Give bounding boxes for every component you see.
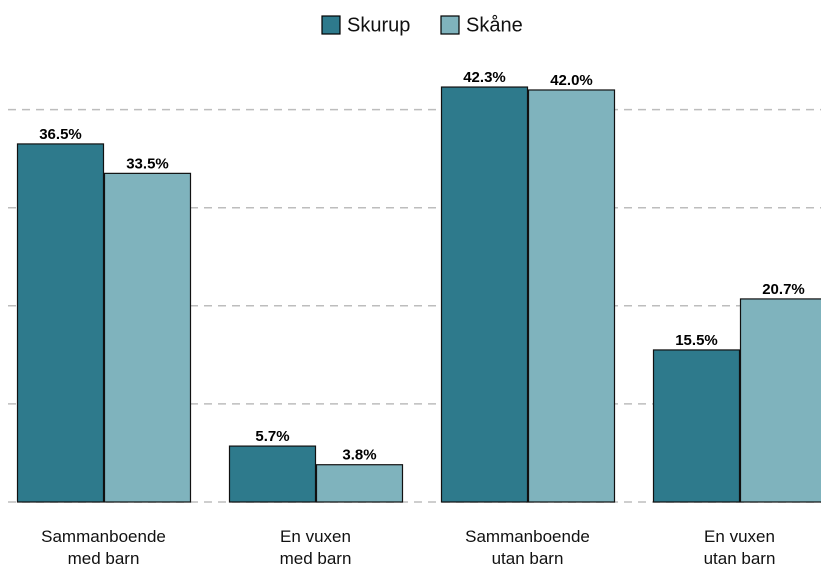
value-label: 42.3% — [463, 69, 506, 86]
legend-swatch — [321, 15, 341, 35]
bar — [228, 445, 317, 503]
value-label: 3.8% — [342, 447, 376, 464]
bar — [16, 143, 105, 503]
value-label: 5.7% — [255, 428, 289, 445]
bar — [440, 86, 529, 503]
legend-label: Skurup — [347, 14, 410, 36]
bar — [652, 349, 741, 503]
value-label: 42.0% — [550, 72, 593, 89]
x-tick-label: En vuxen utan barn — [703, 527, 776, 568]
bar — [739, 298, 821, 503]
bar — [315, 464, 404, 503]
legend-label: Skåne — [466, 14, 523, 36]
value-label: 33.5% — [126, 155, 169, 172]
bar — [103, 172, 192, 503]
x-tick-label: Sammanboende utan barn — [465, 527, 590, 568]
x-tick-label: En vuxen med barn — [279, 527, 352, 568]
value-label: 20.7% — [762, 281, 805, 298]
legend-swatch — [440, 15, 460, 35]
bar — [527, 89, 616, 503]
value-label: 36.5% — [39, 126, 82, 143]
x-tick-label: Sammanboende med barn — [41, 527, 166, 568]
value-label: 15.5% — [675, 332, 718, 349]
